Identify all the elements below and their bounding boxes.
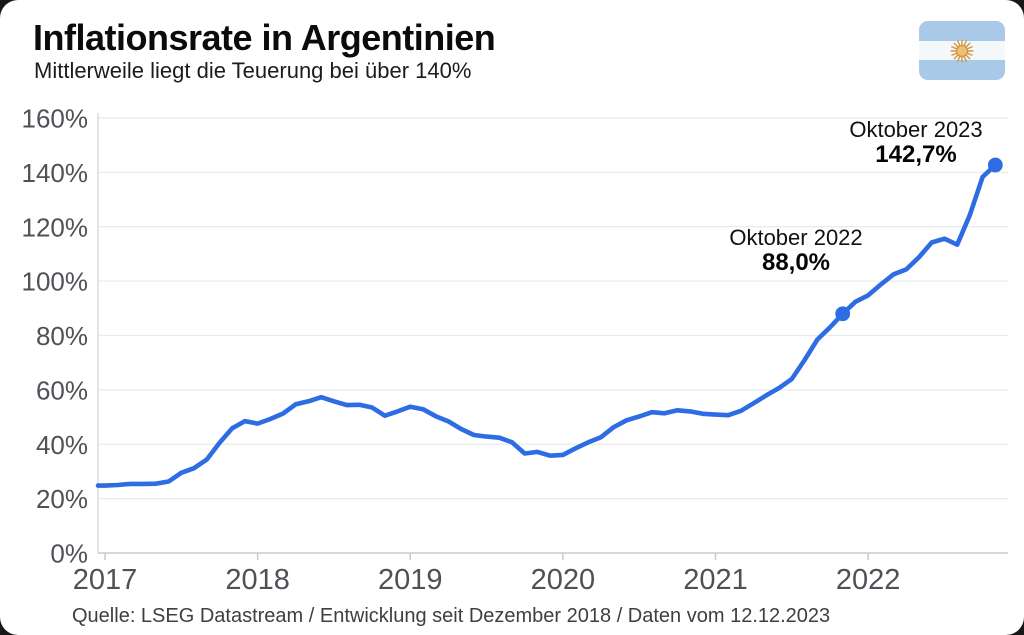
sun-ray [963, 39, 968, 46]
x-axis-label: 2019 [378, 564, 443, 596]
data-point-dot [987, 157, 1003, 173]
x-axis-label: 2018 [225, 564, 290, 596]
y-axis-label: 140% [22, 158, 89, 188]
annotation-value: 88,0% [761, 249, 831, 276]
sun-ray [956, 39, 961, 46]
y-axis-label: 160% [22, 104, 89, 134]
x-axis-label: 2017 [73, 564, 138, 596]
x-axis-label: 2020 [531, 564, 596, 596]
y-axis-label: 100% [22, 267, 89, 297]
annotation-label: Oktober 2022 [729, 225, 863, 250]
sun-ray [963, 55, 968, 62]
sun-ray [966, 51, 973, 56]
inflation-trend-line [95, 162, 998, 488]
page-subtitle: Mittlerweile liegt die Teuerung bei über… [34, 58, 472, 83]
sun-ray [965, 53, 971, 60]
y-axis-label: 80% [36, 321, 88, 351]
annotation-label: Oktober 2023 [849, 117, 983, 142]
sun-ray [953, 41, 959, 48]
x-axis-label: 2021 [683, 564, 748, 596]
sun-center [955, 44, 969, 57]
y-axis-label: 20% [36, 484, 88, 514]
data-point-dot [835, 306, 851, 322]
sun-of-may-icon [950, 39, 974, 62]
y-axis-label: 40% [36, 430, 88, 460]
sun-ray [966, 45, 973, 50]
sun-ray [965, 41, 971, 48]
annotation-oktober-2022: Oktober 2022 88,0% [729, 226, 862, 276]
y-axis-label: 0% [50, 539, 88, 569]
flag-stripe-bottom [919, 60, 1005, 80]
sun-ray [951, 51, 958, 56]
sun-ray [951, 45, 958, 50]
source-note: Quelle: LSEG Datastream / Entwicklung se… [72, 605, 831, 627]
sun-ray [953, 53, 959, 60]
annotation-oktober-2023: Oktober 2023 142,7% [849, 118, 982, 168]
x-axis-label: 2022 [836, 564, 901, 596]
y-axis-label: 60% [36, 375, 88, 405]
annotation-value: 142,7% [875, 141, 957, 168]
page-title: Inflationsrate in Argentinien [33, 17, 496, 58]
flag-stripe-top [919, 21, 1005, 41]
sun-ray [956, 55, 961, 62]
argentina-flag-icon [919, 21, 1005, 80]
y-axis-label: 120% [22, 212, 89, 242]
